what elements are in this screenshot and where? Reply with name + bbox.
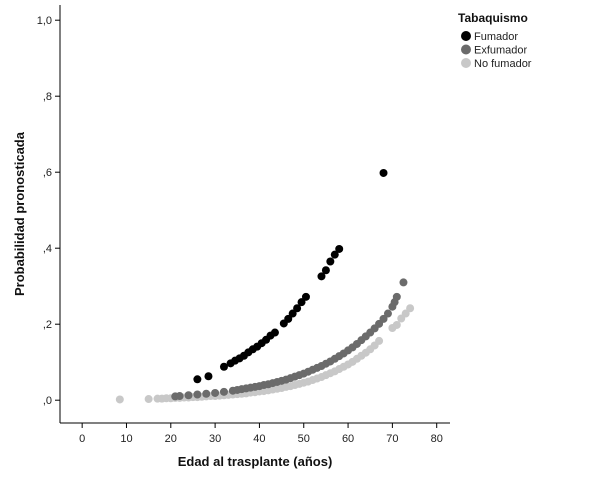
- legend-marker: [461, 31, 471, 41]
- legend-label: No fumador: [474, 58, 532, 70]
- data-point: [375, 336, 384, 345]
- legend-marker: [461, 58, 471, 68]
- y-tick-label: ,8: [43, 91, 52, 103]
- data-point: [379, 314, 388, 323]
- data-point: [335, 244, 344, 253]
- data-point: [392, 292, 401, 301]
- x-tick-label: 60: [342, 433, 354, 445]
- data-point: [317, 272, 326, 281]
- data-point: [193, 390, 202, 399]
- x-tick-label: 0: [79, 433, 85, 445]
- series-fumador: [193, 168, 388, 384]
- legend-label: Fumador: [474, 31, 518, 43]
- y-tick-label: ,0: [43, 395, 52, 407]
- data-point: [379, 168, 388, 177]
- data-point: [326, 257, 335, 266]
- axes: 0 10 20 30 40 50 60 70 80 ,0 ,2 ,4 ,6 ,8 1,0: [37, 5, 450, 445]
- y-tick-label: ,6: [43, 167, 52, 179]
- data-point: [219, 387, 228, 396]
- x-tick-label: 70: [386, 433, 398, 445]
- x-axis-title: Edad al trasplante (años): [178, 454, 333, 469]
- data-point: [293, 304, 302, 313]
- data-point: [144, 395, 153, 404]
- data-point: [399, 278, 408, 287]
- data-point: [193, 375, 202, 384]
- data-point: [211, 388, 220, 397]
- data-point: [270, 328, 279, 337]
- x-axis-ticks: 0 10 20 30 40 50 60 70 80: [79, 423, 443, 445]
- data-point: [115, 395, 124, 404]
- data-points: [115, 168, 415, 404]
- x-tick-label: 40: [253, 433, 265, 445]
- x-tick-label: 20: [165, 433, 177, 445]
- x-tick-label: 30: [209, 433, 221, 445]
- data-point: [288, 309, 297, 318]
- y-tick-label: ,4: [43, 243, 52, 255]
- data-point: [202, 389, 211, 398]
- data-point: [401, 309, 410, 318]
- y-axis-title: Probabilidad pronosticada: [12, 131, 27, 296]
- x-tick-label: 80: [431, 433, 443, 445]
- y-axis-ticks: ,0 ,2 ,4 ,6 ,8 1,0: [37, 15, 60, 407]
- y-tick-label: ,2: [43, 319, 52, 331]
- data-point: [219, 362, 228, 371]
- legend-marker: [461, 44, 471, 55]
- data-point: [392, 320, 401, 329]
- series-exfumador: [171, 278, 408, 401]
- data-point: [406, 304, 415, 313]
- data-point: [383, 309, 392, 318]
- x-tick-label: 10: [120, 433, 132, 445]
- legend-title: Tabaquismo: [458, 11, 528, 25]
- data-point: [297, 298, 306, 307]
- data-point: [330, 250, 339, 259]
- data-point: [284, 314, 293, 323]
- data-point: [175, 392, 184, 401]
- data-point: [204, 372, 213, 381]
- data-point: [301, 292, 310, 301]
- y-tick-label: 1,0: [37, 15, 52, 27]
- x-tick-label: 50: [298, 433, 310, 445]
- legend-label: Exfumador: [474, 45, 528, 57]
- data-point: [184, 391, 193, 400]
- data-point: [321, 266, 330, 275]
